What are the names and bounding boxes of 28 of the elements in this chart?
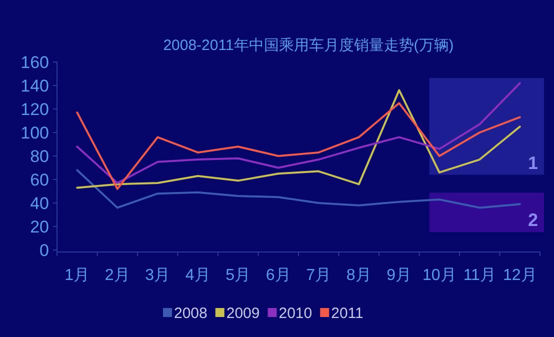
legend-label: 2008 bbox=[174, 305, 208, 322]
title: 2008-2011年中国乘用车月度销量走势(万辆) bbox=[163, 37, 454, 54]
annotation: 2 bbox=[528, 210, 538, 230]
x-tick-label: 11月 bbox=[463, 267, 496, 284]
y-tick-label: 140 bbox=[20, 76, 49, 96]
legend-label: 2009 bbox=[226, 305, 260, 322]
x-tick-label: 1月 bbox=[64, 267, 90, 284]
y-tick-label: 100 bbox=[20, 124, 49, 142]
y-tick-label: 60 bbox=[30, 170, 49, 190]
x-tick-label: 8月 bbox=[346, 267, 372, 284]
y-tick-label: 120 bbox=[20, 100, 49, 119]
y-tick-label: 0 bbox=[40, 241, 49, 260]
y-tick-label: 160 bbox=[20, 53, 49, 72]
x-tick-label: 12月 bbox=[502, 267, 537, 284]
y-tick-label: 20 bbox=[30, 218, 49, 236]
x-tick-label: 2月 bbox=[104, 267, 130, 284]
y-tick-label: 80 bbox=[30, 147, 49, 166]
legend-label: 2010 bbox=[278, 305, 312, 322]
x-tick-label: 7月 bbox=[306, 267, 332, 284]
x-tick-label: 10月 bbox=[422, 267, 456, 284]
x-tick-label: 3月 bbox=[145, 267, 170, 284]
x-tick-label: 9月 bbox=[386, 267, 412, 284]
x-tick-label: 4月 bbox=[185, 267, 210, 284]
x-tick-label: 5月 bbox=[226, 267, 251, 284]
y-tick-label: 40 bbox=[30, 194, 49, 213]
x-tick-label: 6月 bbox=[266, 267, 291, 284]
annotation: 1 bbox=[528, 152, 538, 173]
legend-label: 2011 bbox=[331, 305, 364, 322]
